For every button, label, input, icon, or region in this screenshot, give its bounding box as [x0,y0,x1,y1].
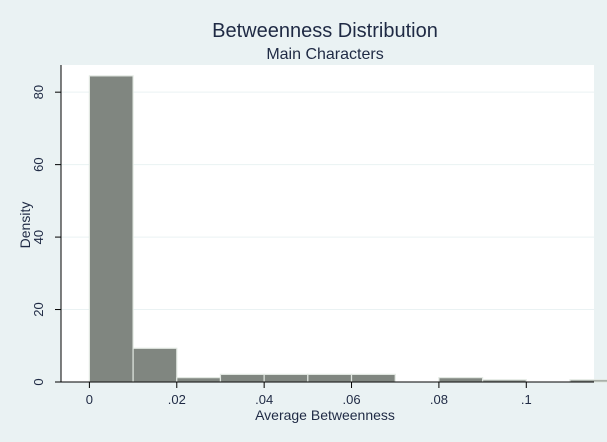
y-tick-label: 0 [31,378,46,385]
x-tick-label: .04 [255,392,273,407]
x-tick-label: .02 [168,392,186,407]
chart-subtitle: Main Characters [266,46,383,63]
histogram-bar [132,347,178,383]
x-axis-label: Average Betweenness [255,407,395,423]
chart-title: Betweenness Distribution [212,20,438,42]
histogram-bar [263,373,309,383]
x-axis-ticks: 0 .02 .04 .06 .08 .1 [86,382,532,407]
histogram-bar [307,373,353,383]
histogram-bar [350,373,396,383]
y-axis-ticks: 0 20 40 60 80 [31,85,61,386]
histogram-bar [88,75,134,383]
histogram-bar [176,377,222,383]
y-tick-label: 80 [31,85,46,99]
plot-area [61,65,594,382]
x-tick-label: .06 [342,392,360,407]
histogram-bar [219,373,265,383]
y-tick-label: 40 [31,230,46,244]
x-tick-label: 0 [86,392,93,407]
histogram-bar [438,377,484,383]
x-tick-label: .08 [430,392,448,407]
grid-lines [61,91,594,311]
y-tick-label: 20 [31,302,46,316]
y-tick-label: 60 [31,157,46,171]
y-axis-label: Density [17,202,33,249]
x-tick-label: .1 [521,392,532,407]
